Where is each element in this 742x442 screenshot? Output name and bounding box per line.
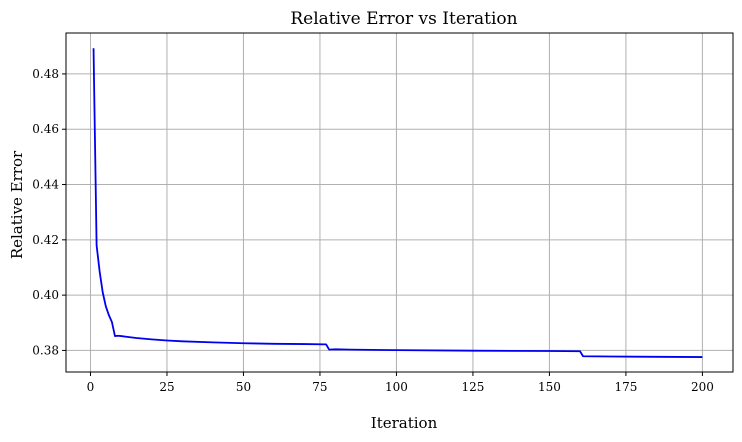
y-tick-label: 0.42 xyxy=(32,233,59,247)
x-axis-ticks: 0 25 50 75 100 125 150 175 200 xyxy=(87,372,714,394)
y-tick-label: 0.48 xyxy=(32,67,59,81)
x-tick-label: 200 xyxy=(691,380,714,394)
x-tick-label: 100 xyxy=(385,380,408,394)
y-tick-label: 0.38 xyxy=(32,343,59,357)
y-tick-label: 0.44 xyxy=(32,178,59,192)
x-tick-label: 25 xyxy=(159,380,174,394)
x-axis-label: Iteration xyxy=(371,414,438,432)
y-axis-ticks: 0.38 0.40 0.42 0.44 0.46 0.48 xyxy=(32,67,66,357)
y-tick-label: 0.40 xyxy=(32,288,59,302)
plot-frame xyxy=(65,32,734,373)
chart-title: Relative Error vs Iteration xyxy=(290,9,517,29)
x-tick-label: 175 xyxy=(614,380,637,394)
x-tick-label: 75 xyxy=(312,380,327,394)
grid-lines xyxy=(66,33,733,372)
series-group xyxy=(92,48,703,358)
x-tick-label: 125 xyxy=(461,380,484,394)
x-tick-label: 0 xyxy=(87,380,95,394)
y-tick-label: 0.46 xyxy=(32,122,59,136)
x-tick-label: 150 xyxy=(538,380,561,394)
y-axis-label: Relative Error xyxy=(8,150,26,259)
series-line xyxy=(92,48,703,358)
x-tick-label: 50 xyxy=(236,380,251,394)
